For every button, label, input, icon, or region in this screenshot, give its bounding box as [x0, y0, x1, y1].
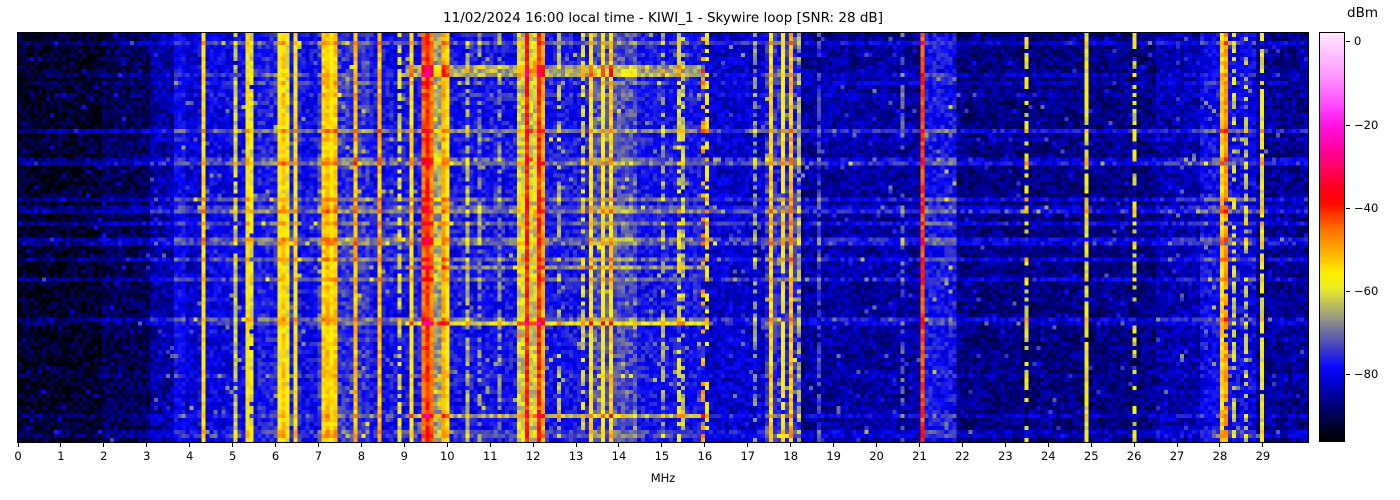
x-tick [403, 443, 405, 447]
x-tick [833, 443, 835, 447]
x-tick-label: 21 [912, 449, 927, 463]
x-tick-label: 24 [1040, 449, 1056, 463]
x-tick-label: 16 [697, 449, 713, 463]
x-tick-label: 9 [400, 449, 408, 463]
x-tick-label: 10 [439, 449, 455, 463]
x-tick [532, 443, 534, 447]
x-tick [790, 443, 792, 447]
colorbar-tick [1346, 124, 1350, 126]
x-tick-label: 2 [100, 449, 108, 463]
x-tick-label: 26 [1126, 449, 1142, 463]
x-tick [661, 443, 663, 447]
x-tick [189, 443, 191, 447]
colorbar-tick-label: −20 [1354, 117, 1379, 132]
x-tick-label: 28 [1212, 449, 1228, 463]
x-tick-label: 25 [1083, 449, 1099, 463]
x-tick-label: 14 [611, 449, 627, 463]
colorbar-gradient [1319, 32, 1345, 442]
colorbar-tick [1346, 207, 1350, 209]
x-tick-label: 0 [14, 449, 22, 463]
x-tick [1090, 443, 1092, 447]
x-tick [146, 443, 148, 447]
x-tick [1133, 443, 1135, 447]
x-tick-label: 5 [228, 449, 237, 463]
colorbar-tick-label: −60 [1354, 284, 1379, 299]
chart-title: 11/02/2024 16:00 local time - KIWI_1 - S… [443, 10, 883, 26]
x-tick [1219, 443, 1221, 447]
x-tick-label: 3 [143, 449, 151, 463]
x-tick [17, 443, 19, 447]
x-tick-label: 29 [1255, 449, 1271, 463]
x-tick [618, 443, 620, 447]
x-tick-label: 18 [783, 449, 799, 463]
x-tick-label: 15 [654, 449, 670, 463]
x-tick [876, 443, 878, 447]
x-tick-label: 27 [1169, 449, 1185, 463]
x-tick-label: 13 [568, 449, 584, 463]
colorbar-tick [1346, 374, 1350, 376]
x-tick [1262, 443, 1264, 447]
colorbar-tick [1346, 291, 1350, 293]
x-tick [747, 443, 749, 447]
colorbar-tick-label: 0 [1354, 34, 1362, 49]
x-tick [918, 443, 920, 447]
colorbar-unit-label: dBm [1347, 5, 1378, 21]
x-tick-label: 11 [482, 449, 498, 463]
x-tick-label: 19 [826, 449, 841, 463]
x-tick [60, 443, 62, 447]
x-tick-label: 7 [314, 449, 323, 463]
x-tick [961, 443, 963, 447]
x-tick-label: 8 [357, 449, 366, 463]
x-tick [1004, 443, 1006, 447]
x-tick [317, 443, 319, 447]
x-tick [103, 443, 105, 447]
x-tick [232, 443, 234, 447]
x-axis-label: MHz [650, 471, 676, 485]
spectrogram-canvas [17, 32, 1309, 443]
x-tick [704, 443, 706, 447]
x-tick-label: 6 [271, 449, 280, 463]
x-tick-label: 22 [955, 449, 970, 463]
colorbar-tick [1346, 41, 1350, 43]
x-tick-label: 23 [998, 449, 1013, 463]
x-tick [1176, 443, 1178, 447]
x-tick [360, 443, 362, 447]
x-tick [275, 443, 277, 447]
x-tick-label: 17 [740, 449, 756, 463]
x-tick [575, 443, 577, 447]
colorbar-tick-label: −80 [1354, 367, 1379, 382]
x-tick-label: 20 [869, 449, 884, 463]
x-tick-label: 1 [57, 449, 65, 463]
colorbar-tick-label: −40 [1354, 200, 1379, 215]
x-tick-label: 12 [525, 449, 541, 463]
x-tick-label: 4 [186, 449, 194, 463]
x-tick [1047, 443, 1049, 447]
x-tick [446, 443, 448, 447]
x-tick [489, 443, 491, 447]
